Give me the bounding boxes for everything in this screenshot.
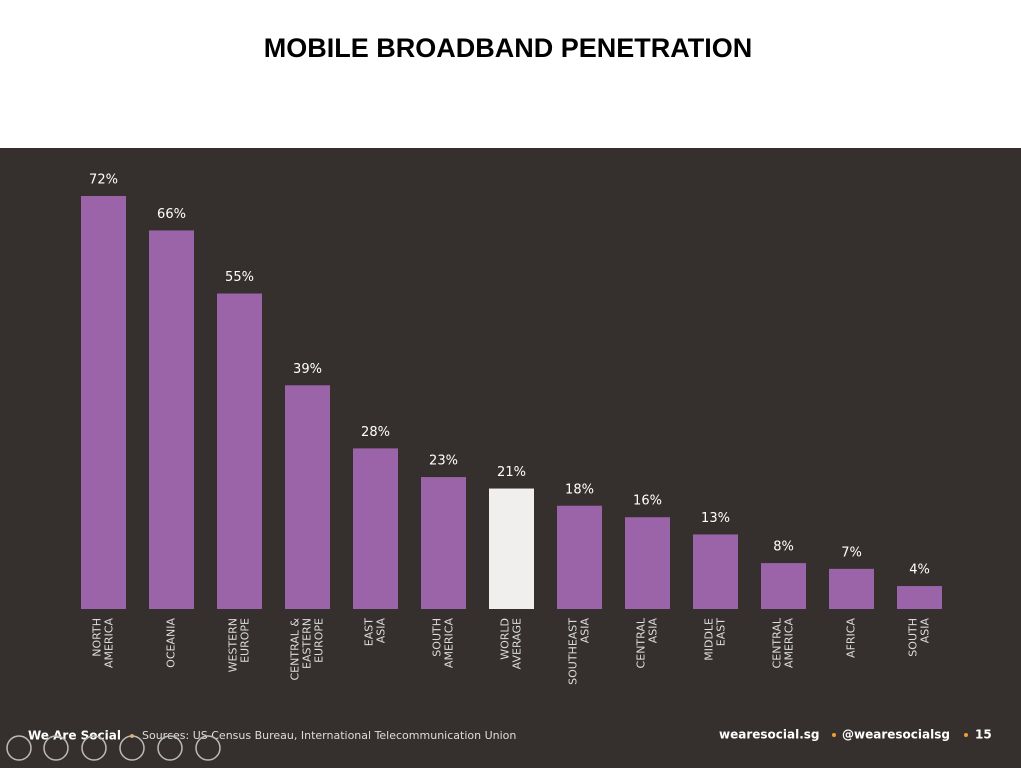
footer-brand: We Are Social	[28, 729, 121, 743]
value-label: 23%	[429, 454, 458, 469]
x-tick-label: EAST	[363, 618, 376, 646]
x-tick-label: ASIA	[647, 618, 660, 644]
value-label: 7%	[841, 545, 862, 560]
bar	[81, 196, 126, 609]
more-options[interactable]	[195, 735, 221, 761]
x-tick-label: EAST	[715, 618, 728, 646]
bar	[217, 293, 262, 609]
value-label: 28%	[361, 425, 390, 440]
bar	[829, 568, 874, 609]
chart-title: MOBILE BROADBAND PENETRATION	[264, 33, 753, 63]
value-label: 39%	[293, 362, 322, 377]
x-tick-label: WESTERN	[227, 618, 240, 672]
value-label: 13%	[701, 511, 730, 526]
bar	[557, 505, 602, 609]
value-label: 21%	[497, 465, 526, 480]
x-tick-label: EUROPE	[313, 618, 326, 663]
x-tick-label: ASIA	[375, 618, 388, 644]
x-tick-label: SOUTH	[431, 618, 444, 657]
x-tick-label: OCEANIA	[165, 618, 178, 668]
footer-site: wearesocial.sg	[719, 728, 820, 742]
x-tick-label: AMERICA	[783, 618, 796, 669]
bar	[625, 517, 670, 609]
x-tick-label: AVERAGE	[511, 618, 524, 669]
value-label: 18%	[565, 482, 594, 497]
x-tick-label: AMERICA	[443, 618, 456, 669]
footer-source: Sources: US Census Bureau, International…	[142, 729, 516, 742]
x-tick-label: SOUTHEAST	[567, 618, 580, 685]
footer-page: 15	[975, 728, 992, 742]
x-tick-label: SOUTH	[907, 618, 920, 657]
x-tick-label: EUROPE	[239, 618, 252, 663]
nav-prev[interactable]	[6, 735, 32, 761]
x-tick-label: AMERICA	[103, 618, 116, 669]
x-tick-label: MIDDLE	[703, 618, 716, 661]
pen-tool[interactable]	[81, 735, 107, 761]
separator	[832, 733, 836, 737]
zoom[interactable]	[157, 735, 183, 761]
value-label: 66%	[157, 207, 186, 222]
bar	[353, 448, 398, 609]
separator	[964, 733, 968, 737]
x-tick-label: CENTRAL	[771, 617, 784, 668]
x-tick-label: EASTERN	[301, 618, 314, 669]
footer-handle: @wearesocialsg	[842, 728, 950, 742]
bar	[149, 230, 194, 609]
value-label: 8%	[773, 540, 794, 555]
x-tick-label: CENTRAL	[635, 617, 648, 668]
bar	[897, 586, 942, 609]
nav-next[interactable]	[43, 735, 69, 761]
x-tick-label: AFRICA	[845, 618, 858, 658]
bar	[285, 385, 330, 609]
x-tick-label: ASIA	[579, 618, 592, 644]
value-label: 55%	[225, 270, 254, 285]
x-tick-label: CENTRAL &	[289, 618, 302, 681]
x-tick-label: NORTH	[91, 618, 104, 657]
value-label: 16%	[633, 494, 662, 509]
value-label: 72%	[89, 173, 118, 188]
x-tick-label: ASIA	[919, 618, 932, 644]
slides-view[interactable]	[119, 735, 145, 761]
x-tick-label: WORLD	[499, 618, 512, 660]
value-label: 4%	[909, 563, 930, 578]
bar	[693, 534, 738, 609]
bar	[761, 563, 806, 609]
bar	[421, 477, 466, 609]
bar	[489, 488, 534, 609]
